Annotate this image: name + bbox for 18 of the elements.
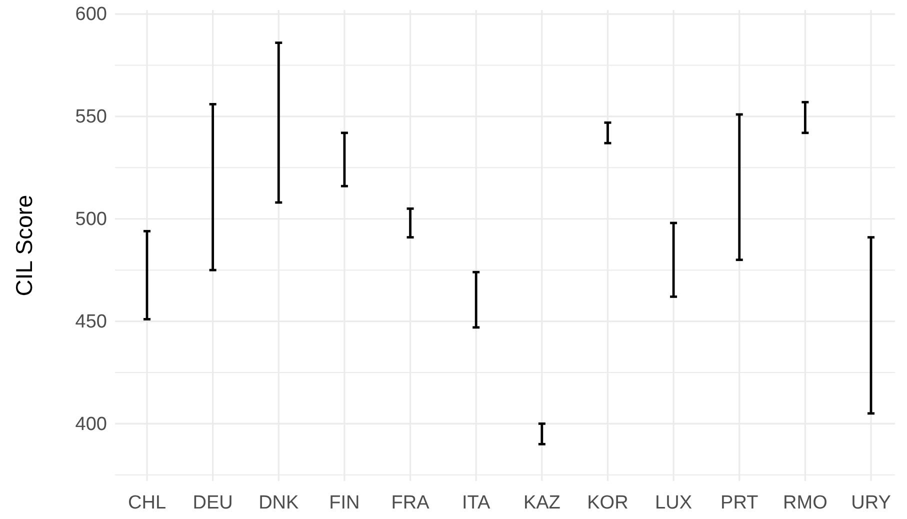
x-tick-label: DNK bbox=[258, 492, 300, 514]
x-tick-label: ITA bbox=[462, 492, 490, 514]
y-tick-label: 400 bbox=[75, 414, 107, 435]
x-tick-label: CHL bbox=[128, 492, 166, 514]
y-axis-title: CIL Score bbox=[11, 194, 37, 296]
x-tick-label: PRT bbox=[720, 492, 759, 514]
x-tick-label: URY bbox=[851, 492, 892, 514]
y-tick-label: 450 bbox=[75, 311, 107, 332]
x-tick-label: KOR bbox=[587, 492, 628, 514]
x-tick-label: DEU bbox=[192, 492, 233, 514]
x-tick-label: FRA bbox=[391, 492, 430, 514]
x-tick-label: FIN bbox=[329, 492, 360, 514]
y-tick-label: 500 bbox=[75, 208, 107, 230]
x-tick-label: RMO bbox=[783, 492, 828, 514]
y-tick-label: 600 bbox=[75, 4, 107, 26]
x-tick-label: LUX bbox=[655, 492, 692, 514]
y-tick-label: 550 bbox=[75, 106, 107, 128]
x-tick-label: KAZ bbox=[523, 492, 561, 514]
